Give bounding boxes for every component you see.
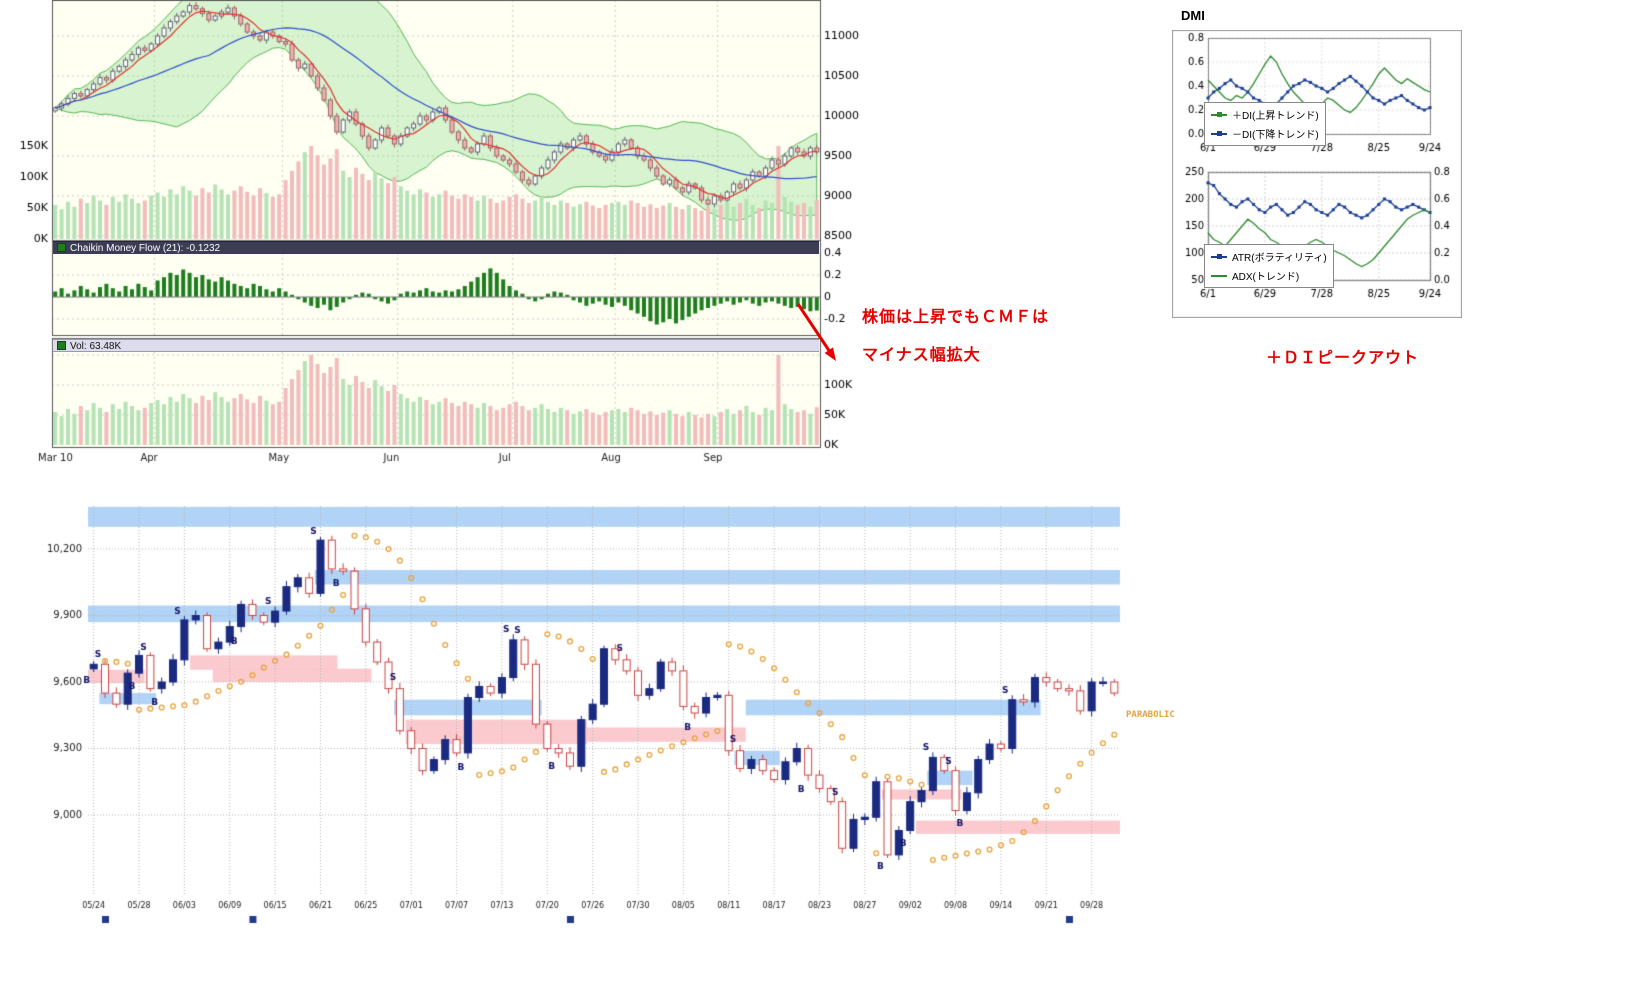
- minus-di-line-icon: [1211, 130, 1227, 136]
- volume-panel-label: Vol: 63.48K: [70, 341, 122, 352]
- cmf-annotation-line1: 株価は上昇でもＣＭＦは: [862, 309, 1050, 326]
- adx-legend-item: ADX(トレンド): [1211, 266, 1327, 285]
- atr-legend-label: ATR(ボラティリティ): [1232, 253, 1327, 264]
- plus-di-legend-item: ＋DI(上昇トレンド): [1211, 105, 1319, 124]
- cmf-series-icon: [57, 243, 66, 252]
- dmi-chart-title: DMI: [1181, 8, 1205, 23]
- minus-di-legend-label: －DI(下降トレンド): [1232, 130, 1319, 141]
- parabolic-label: PARABOLIC: [1126, 710, 1175, 720]
- atr-adx-legend: ATR(ボラティリティ) ADX(トレンド): [1204, 244, 1334, 288]
- minus-di-legend-item: －DI(下降トレンド): [1211, 124, 1319, 143]
- red-arrow-icon: [796, 303, 836, 361]
- di-peakout-annotation: ＋ＤＩピークアウト: [1266, 350, 1420, 367]
- cmf-panel-label: Chaikin Money Flow (21): -0.1232: [70, 243, 221, 254]
- adx-legend-label: ADX(トレンド): [1232, 272, 1300, 283]
- plus-di-legend-label: ＋DI(上昇トレンド): [1232, 111, 1319, 122]
- atr-line-icon: [1211, 253, 1227, 259]
- volume-panel-header: Vol: 63.48K: [53, 339, 819, 352]
- atr-legend-item: ATR(ボラティリティ): [1211, 247, 1327, 266]
- plus-di-line-icon: [1211, 111, 1227, 117]
- daily-candlestick-chart-canvas: [30, 492, 1200, 952]
- cmf-panel-header: Chaikin Money Flow (21): -0.1232: [53, 241, 819, 254]
- volume-series-icon: [57, 341, 66, 350]
- dmi-legend: ＋DI(上昇トレンド) －DI(下降トレンド): [1204, 102, 1326, 146]
- price-cmf-volume-chart-canvas: [0, 0, 870, 470]
- adx-line-icon: [1211, 274, 1227, 277]
- cmf-annotation-line2: マイナス幅拡大: [862, 347, 981, 364]
